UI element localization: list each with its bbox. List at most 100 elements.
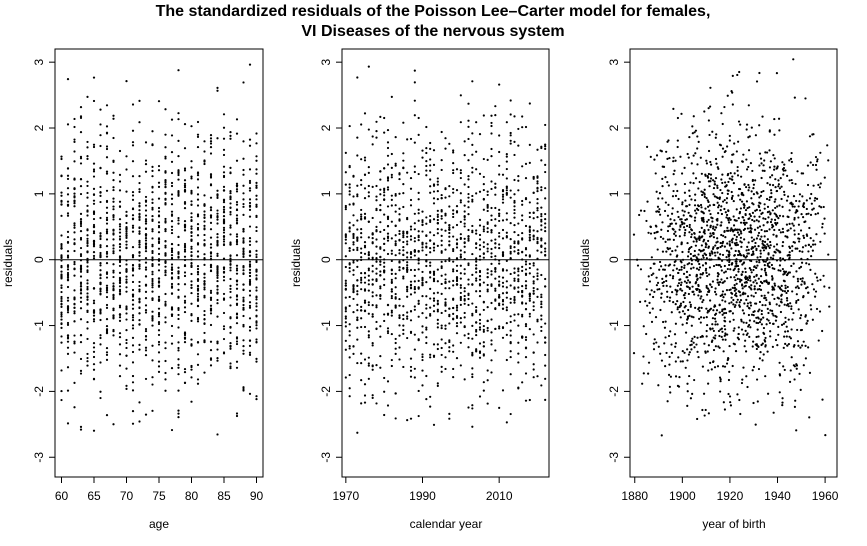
data-point — [375, 304, 378, 307]
data-point — [79, 292, 83, 295]
data-point — [505, 259, 508, 262]
data-point — [771, 345, 774, 348]
data-point — [235, 264, 239, 267]
data-point — [409, 357, 413, 360]
data-point — [494, 242, 497, 245]
data-point — [360, 256, 363, 259]
data-point — [791, 249, 794, 252]
data-point — [668, 224, 671, 228]
data-point — [248, 250, 252, 253]
data-point — [517, 280, 520, 283]
data-point — [417, 198, 420, 201]
data-point — [99, 262, 102, 265]
data-point — [772, 225, 775, 228]
data-point — [112, 263, 115, 266]
data-point — [448, 280, 451, 283]
data-point — [79, 236, 83, 240]
data-point — [394, 192, 397, 196]
data-point — [229, 277, 232, 281]
data-point — [360, 179, 363, 182]
data-point — [540, 329, 543, 333]
data-point — [196, 255, 200, 258]
data-point — [755, 219, 758, 222]
data-point — [131, 324, 135, 327]
data-point — [66, 212, 70, 215]
data-point — [764, 247, 768, 250]
data-point — [344, 208, 347, 211]
data-point — [386, 232, 390, 235]
data-point — [726, 242, 729, 245]
data-point — [455, 325, 459, 328]
data-point — [728, 370, 731, 373]
data-point — [463, 154, 466, 157]
data-point — [532, 282, 535, 285]
data-point — [235, 298, 239, 301]
data-point — [425, 164, 428, 168]
data-point — [151, 279, 154, 283]
data-point — [242, 213, 245, 216]
data-point — [92, 302, 96, 305]
data-point — [683, 266, 686, 269]
data-point — [782, 346, 785, 349]
data-point — [344, 183, 347, 186]
data-point — [112, 215, 115, 219]
data-point — [170, 184, 174, 188]
data-point — [125, 387, 128, 390]
data-point — [761, 169, 764, 172]
data-point — [668, 238, 671, 241]
data-point — [745, 375, 748, 378]
data-point — [783, 163, 786, 166]
data-point — [138, 226, 141, 230]
data-point — [778, 250, 781, 253]
data-point — [66, 306, 70, 309]
data-point — [730, 190, 733, 194]
data-point — [738, 70, 741, 74]
data-point — [774, 198, 777, 201]
data-point — [745, 168, 749, 171]
data-point — [674, 322, 677, 325]
data-point — [235, 238, 239, 242]
data-point — [352, 174, 355, 177]
data-point — [360, 309, 363, 312]
data-point — [486, 222, 489, 225]
data-point — [498, 327, 501, 330]
data-point — [164, 359, 167, 363]
data-point — [795, 270, 798, 273]
data-point — [352, 243, 355, 246]
data-point — [653, 158, 656, 161]
data-point — [536, 272, 539, 275]
data-point — [668, 385, 671, 388]
data-point — [656, 248, 659, 251]
data-point — [379, 287, 382, 290]
data-point — [99, 166, 102, 169]
data-point — [463, 325, 466, 329]
data-point — [235, 132, 239, 135]
data-point — [688, 231, 691, 234]
data-point — [203, 294, 206, 297]
data-point — [348, 186, 351, 189]
data-point — [716, 365, 720, 368]
data-point — [478, 284, 482, 287]
data-point — [463, 225, 466, 228]
data-point — [229, 269, 232, 272]
data-point — [788, 246, 792, 250]
data-point — [709, 283, 712, 286]
data-point — [144, 261, 148, 264]
data-point — [720, 327, 723, 330]
data-point — [730, 178, 733, 181]
data-point — [513, 178, 516, 182]
data-point — [440, 266, 443, 270]
data-point — [760, 309, 763, 312]
data-point — [745, 128, 748, 131]
data-point — [702, 299, 705, 302]
data-point — [656, 205, 660, 208]
data-point — [190, 344, 193, 347]
data-point — [344, 307, 347, 310]
data-point — [641, 382, 644, 385]
data-point — [386, 239, 390, 242]
data-point — [379, 221, 382, 224]
data-point — [216, 236, 219, 239]
data-point — [242, 140, 245, 143]
data-point — [216, 279, 219, 283]
data-point — [157, 360, 161, 363]
